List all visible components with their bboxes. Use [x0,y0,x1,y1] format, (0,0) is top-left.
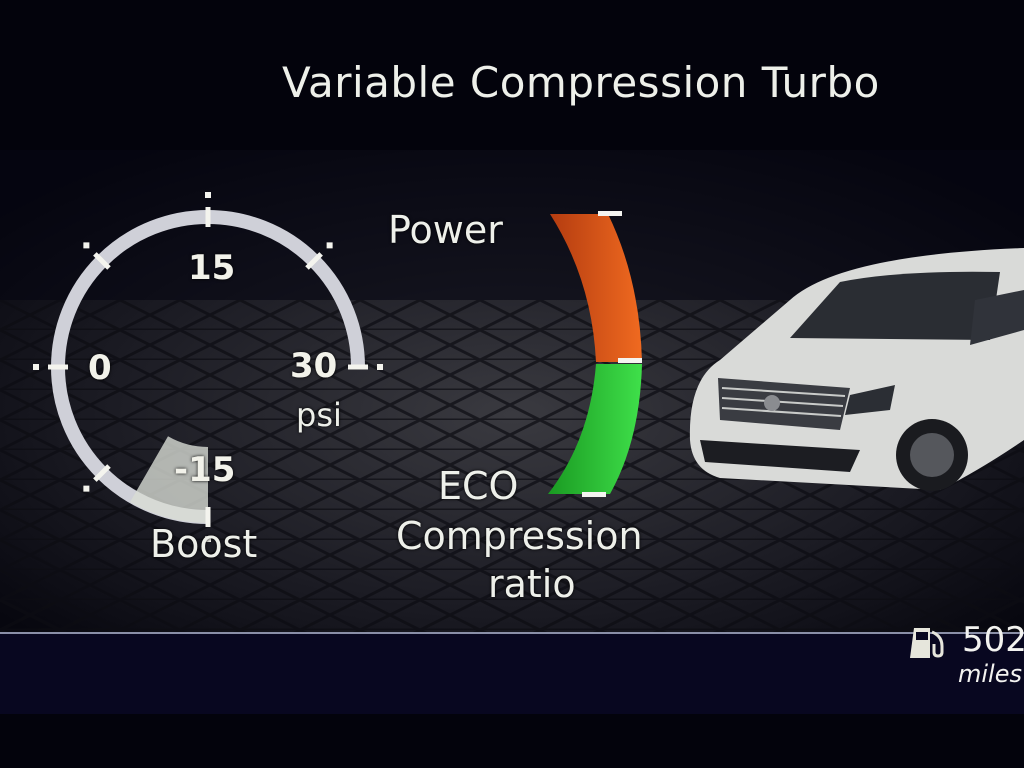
range-value: 502 [962,620,1024,660]
power-segment [550,214,642,362]
tick-label-0: 0 [88,348,112,388]
gauge-tick-dot [205,536,211,542]
power-marker [598,211,622,216]
range-unit: miles [958,660,1022,688]
boost-label: Boost [150,522,258,566]
fuel-pump-icon [910,628,944,658]
power-label: Power [388,208,503,252]
eco-segment [548,364,642,494]
gauge-tick [305,252,323,270]
boost-unit: psi [296,396,342,434]
gauge-tick-dot [377,364,383,370]
page-title: Variable Compression Turbo [282,58,880,107]
gauge-tick [93,464,111,482]
compression-ratio-gauge [548,211,642,497]
mid-marker [618,358,642,363]
gauge-tick-dot [205,192,211,198]
ratio-caption: ratio [488,562,576,606]
gauge-tick [93,252,111,270]
vehicle-image [689,248,1024,491]
gauge-tick-dot [83,485,90,492]
eco-label: ECO [438,464,519,508]
boost-gauge [33,192,383,542]
boost-fill [130,436,208,523]
tick-label-minus-15: -15 [174,450,236,490]
gauge-tick-dot [326,242,333,249]
tick-label-15: 15 [188,248,236,288]
gauge-tick-dot [83,242,90,249]
tick-label-30: 30 [290,346,338,386]
compression-caption: Compression [396,514,643,558]
eco-marker [582,492,606,497]
status-bar [0,632,1024,714]
gauge-tick-dot [33,364,39,370]
